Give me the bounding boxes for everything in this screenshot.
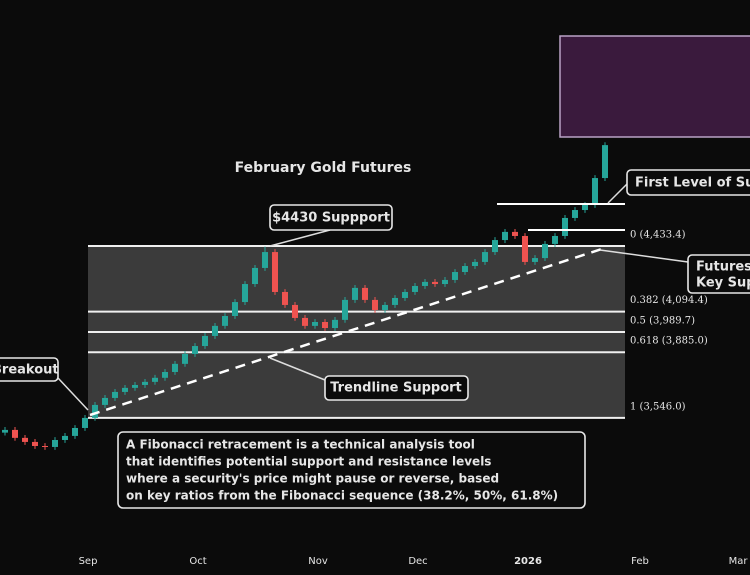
- candle-body: [412, 285, 418, 292]
- candle-body: [532, 258, 538, 262]
- highlight-box: [559, 35, 750, 138]
- fib-label: 0 (4,433.4): [630, 229, 686, 240]
- candle-body: [462, 266, 468, 273]
- candle-body: [232, 302, 238, 316]
- annotation-box: [626, 169, 750, 196]
- candle-body: [492, 240, 498, 253]
- candle-body: [542, 243, 548, 259]
- candle-body: [122, 387, 128, 392]
- candle-body: [12, 429, 18, 438]
- candle-body: [22, 437, 28, 442]
- candle-body: [132, 384, 138, 388]
- candle-body: [152, 377, 158, 382]
- candle-body: [522, 235, 528, 262]
- annotation: First Level of Su: [635, 176, 750, 191]
- candle-body: [452, 272, 458, 280]
- candle-body: [192, 346, 198, 354]
- candle-body: [472, 261, 478, 267]
- candle-body: [342, 299, 348, 320]
- candle-body: [92, 404, 98, 418]
- x-tick-label: Mar: [729, 556, 749, 567]
- fib-label: 0.382 (4,094.4): [630, 295, 708, 306]
- candle-body: [422, 281, 428, 286]
- annotation: Breakout: [0, 363, 59, 378]
- pointer: [599, 249, 689, 263]
- candle-body: [362, 287, 368, 300]
- candle-body: [112, 391, 118, 398]
- candle-body: [282, 291, 288, 305]
- candle-body: [442, 279, 448, 285]
- candle-body: [382, 304, 388, 310]
- x-tick-label: Oct: [189, 556, 206, 567]
- x-tick-label: Sep: [79, 556, 98, 567]
- candle-body: [292, 304, 298, 318]
- candle-body: [592, 178, 598, 205]
- annotation: A Fibonacci retracement is a technical a…: [126, 438, 475, 452]
- annotation: Futures: [696, 260, 750, 275]
- x-tick-label: 2026: [514, 556, 542, 567]
- candle-body: [202, 335, 208, 347]
- annotation: on key ratios from the Fibonacci sequenc…: [126, 489, 558, 503]
- candle-body: [272, 252, 278, 292]
- trendline: [89, 246, 606, 417]
- candle-body: [212, 325, 218, 336]
- annotation-box: [0, 357, 59, 382]
- candle-body: [172, 363, 178, 372]
- candle-body: [52, 439, 58, 447]
- pointer: [269, 229, 331, 247]
- candle-body: [602, 145, 608, 179]
- fib-label: 0.618 (3,885.0): [630, 336, 708, 347]
- candle-body: [552, 235, 558, 244]
- candle-body: [572, 210, 578, 218]
- fib-label: 1 (3,546.0): [630, 401, 686, 412]
- annotation: that identifies potential support and re…: [126, 455, 491, 469]
- annotation: where a security's price might pause or …: [126, 472, 499, 486]
- candle-body: [62, 435, 68, 440]
- candle-body: [262, 252, 268, 268]
- candle-body: [2, 429, 8, 433]
- x-tick-label: Dec: [408, 556, 427, 567]
- candle-body: [72, 427, 78, 436]
- candle-body: [432, 281, 438, 285]
- fib-label: 0.5 (3,989.7): [630, 315, 695, 326]
- candle-body: [242, 284, 248, 303]
- candle-body: [332, 319, 338, 329]
- candle-body: [142, 381, 148, 385]
- candle-body: [402, 291, 408, 298]
- pointer: [269, 357, 326, 381]
- candle-body: [42, 445, 48, 447]
- candle-body: [512, 231, 518, 236]
- annotation-box: [117, 431, 586, 509]
- candle-body: [352, 287, 358, 300]
- candle-body: [482, 252, 488, 262]
- candle-body: [252, 267, 258, 285]
- candle-body: [32, 441, 38, 446]
- candle-body: [82, 417, 88, 428]
- candle-body: [392, 297, 398, 305]
- annotation-box: [324, 375, 469, 401]
- x-tick-label: Nov: [308, 556, 328, 567]
- candle-body: [222, 315, 228, 326]
- candle-body: [302, 317, 308, 326]
- candle-body: [162, 371, 168, 378]
- annotation-box: [687, 254, 750, 294]
- chart-title: February Gold Futures: [235, 160, 412, 176]
- pointer: [57, 377, 89, 411]
- candle-body: [312, 322, 318, 326]
- candle-body: [322, 322, 328, 329]
- candle-body: [182, 353, 188, 364]
- candle-body: [502, 231, 508, 241]
- annotation: Trendline Support: [330, 381, 462, 396]
- annotation: $4430 Suppport: [272, 211, 390, 226]
- candle-body: [102, 397, 108, 405]
- x-tick-label: Feb: [631, 556, 649, 567]
- candle-body: [562, 217, 568, 236]
- pointer: [607, 183, 628, 204]
- candle-body: [582, 204, 588, 211]
- annotation-box: [269, 204, 393, 231]
- annotation: Key Supp: [696, 276, 750, 291]
- candle-body: [372, 299, 378, 310]
